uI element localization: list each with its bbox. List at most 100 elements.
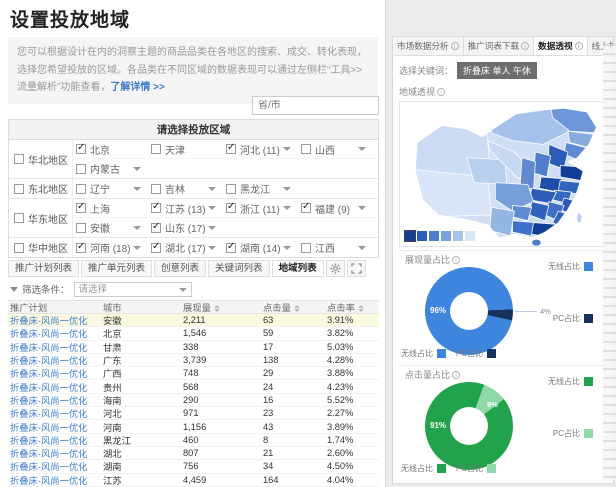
plan-link[interactable]: 折叠床-风尚一优化	[10, 449, 88, 460]
province-option[interactable]: 湖南 (14)	[223, 240, 298, 255]
checkbox[interactable]	[151, 183, 161, 194]
plan-link[interactable]: 折叠床-风尚一优化	[10, 382, 88, 393]
chevron-down-icon[interactable]	[283, 206, 291, 210]
map-legend-swatch[interactable]	[453, 231, 463, 241]
province-option[interactable]: 湖北 (17)	[148, 240, 223, 255]
tab-3[interactable]: 关键词列表	[208, 260, 270, 277]
region-search[interactable]	[252, 96, 408, 115]
settings-button[interactable]	[325, 260, 345, 277]
region-search-input[interactable]	[253, 100, 395, 111]
province-option[interactable]: 天津	[148, 142, 223, 157]
notice-text: 您可以根据设计在内的洞察主题的商品品类在各地区的搜索、成交、转化表现，选择您希望…	[17, 47, 367, 93]
learn-more-link[interactable]: 了解详情 >>	[110, 82, 165, 93]
checkbox[interactable]	[76, 222, 86, 233]
checkbox[interactable]	[226, 142, 236, 154]
checkbox[interactable]	[301, 144, 311, 154]
chevron-down-icon[interactable]	[358, 245, 366, 250]
province-option[interactable]: 江西	[298, 240, 373, 255]
plan-link[interactable]: 折叠床-风尚一优化	[10, 342, 88, 353]
checkbox[interactable]	[151, 221, 161, 233]
checkbox[interactable]	[226, 201, 236, 213]
checkbox[interactable]	[226, 241, 236, 253]
checkbox[interactable]	[76, 142, 86, 154]
map-legend-swatch[interactable]	[404, 230, 416, 242]
province-option[interactable]: 内蒙古	[73, 161, 148, 176]
china-choropleth-map[interactable]	[399, 101, 607, 247]
sort-icon[interactable]	[293, 305, 300, 313]
chevron-down-icon[interactable]	[133, 166, 141, 171]
checkbox[interactable]	[14, 242, 24, 253]
insight-tab-0[interactable]: 市场数据分析	[393, 37, 464, 55]
checkbox[interactable]	[14, 183, 24, 194]
plan-link[interactable]: 折叠床-风尚一优化	[10, 356, 88, 367]
chevron-down-icon[interactable]	[283, 147, 291, 151]
checkbox[interactable]	[301, 242, 311, 253]
chevron-down-icon[interactable]	[283, 186, 291, 191]
map-legend-swatch[interactable]	[465, 231, 475, 241]
chevron-down-icon[interactable]	[208, 206, 216, 210]
keyword-tag[interactable]: 折叠床 单人 午休	[457, 62, 538, 79]
checkbox[interactable]	[76, 183, 86, 194]
province-option[interactable]: 安徽	[73, 220, 148, 235]
checkbox[interactable]	[151, 201, 161, 213]
chevron-down-icon[interactable]	[358, 206, 366, 210]
plan-link[interactable]: 折叠床-风尚一优化	[10, 475, 88, 486]
province-option[interactable]: 辽宁	[73, 181, 148, 196]
donut-chart[interactable]	[425, 267, 513, 355]
checkbox[interactable]	[151, 144, 161, 154]
checkbox[interactable]	[151, 241, 161, 253]
insight-tab-1[interactable]: 推广词表下载	[464, 37, 535, 55]
map-legend-swatch[interactable]	[417, 231, 427, 241]
chevron-down-icon[interactable]	[208, 245, 216, 250]
province-option[interactable]: 江苏 (13)	[148, 201, 223, 216]
sort-icon[interactable]	[357, 305, 364, 313]
checkbox[interactable]	[14, 213, 24, 223]
fullscreen-button[interactable]	[346, 260, 366, 277]
plan-link[interactable]: 折叠床-风尚一优化	[10, 435, 88, 446]
chevron-down-icon[interactable]	[133, 186, 141, 191]
info-icon[interactable]	[437, 87, 446, 96]
checkbox[interactable]	[76, 201, 86, 213]
province-option[interactable]: 山西	[298, 142, 373, 157]
chevron-down-icon[interactable]	[358, 147, 366, 151]
province-option[interactable]: 北京	[73, 142, 148, 157]
plan-link[interactable]: 折叠床-风尚一优化	[10, 369, 88, 380]
donut-chart[interactable]	[425, 382, 513, 470]
chevron-down-icon[interactable]	[133, 245, 141, 250]
impressions-cell: 338	[183, 341, 199, 352]
plan-link[interactable]: 折叠床-风尚一优化	[10, 329, 88, 340]
map-legend-swatch[interactable]	[429, 231, 439, 241]
chevron-down-icon[interactable]	[283, 245, 291, 250]
insight-tab-3[interactable]: 线上推广排名	[588, 37, 613, 55]
plan-link[interactable]: 折叠床-风尚一优化	[10, 422, 88, 433]
chevron-down-icon[interactable]	[208, 225, 216, 230]
checkbox[interactable]	[301, 201, 311, 213]
plan-link[interactable]: 折叠床-风尚一优化	[10, 462, 88, 473]
province-option[interactable]: 黑龙江	[223, 181, 298, 196]
province-option[interactable]: 河南 (18)	[73, 240, 148, 255]
filter-select[interactable]: 请选择	[73, 281, 192, 297]
tab-2[interactable]: 创意列表	[154, 260, 207, 277]
sort-icon[interactable]	[213, 305, 220, 313]
chevron-down-icon[interactable]	[208, 186, 216, 191]
tab-4[interactable]: 地域列表	[271, 260, 324, 277]
checkbox[interactable]	[76, 163, 86, 174]
province-option[interactable]: 上海	[73, 201, 148, 216]
checkbox[interactable]	[76, 241, 86, 253]
plan-link[interactable]: 折叠床-风尚一优化	[10, 395, 88, 406]
city-cell: 北京	[103, 329, 122, 340]
province-option[interactable]: 吉林	[148, 181, 223, 196]
plan-link[interactable]: 折叠床-风尚一优化	[10, 316, 88, 327]
map-legend-swatch[interactable]	[441, 231, 451, 241]
insight-tab-2[interactable]: 数据透视	[534, 37, 588, 55]
checkbox[interactable]	[14, 154, 24, 164]
province-option[interactable]: 浙江 (11)	[223, 201, 298, 216]
tab-0[interactable]: 推广计划列表	[8, 260, 80, 277]
province-option[interactable]: 山东 (17)	[148, 220, 223, 235]
chevron-down-icon[interactable]	[133, 225, 141, 230]
tab-1[interactable]: 推广单元列表	[81, 260, 153, 277]
plan-link[interactable]: 折叠床-风尚一优化	[10, 409, 88, 420]
checkbox[interactable]	[226, 183, 236, 194]
province-option[interactable]: 福建 (9)	[298, 201, 373, 216]
province-option[interactable]: 河北 (11)	[223, 142, 298, 157]
